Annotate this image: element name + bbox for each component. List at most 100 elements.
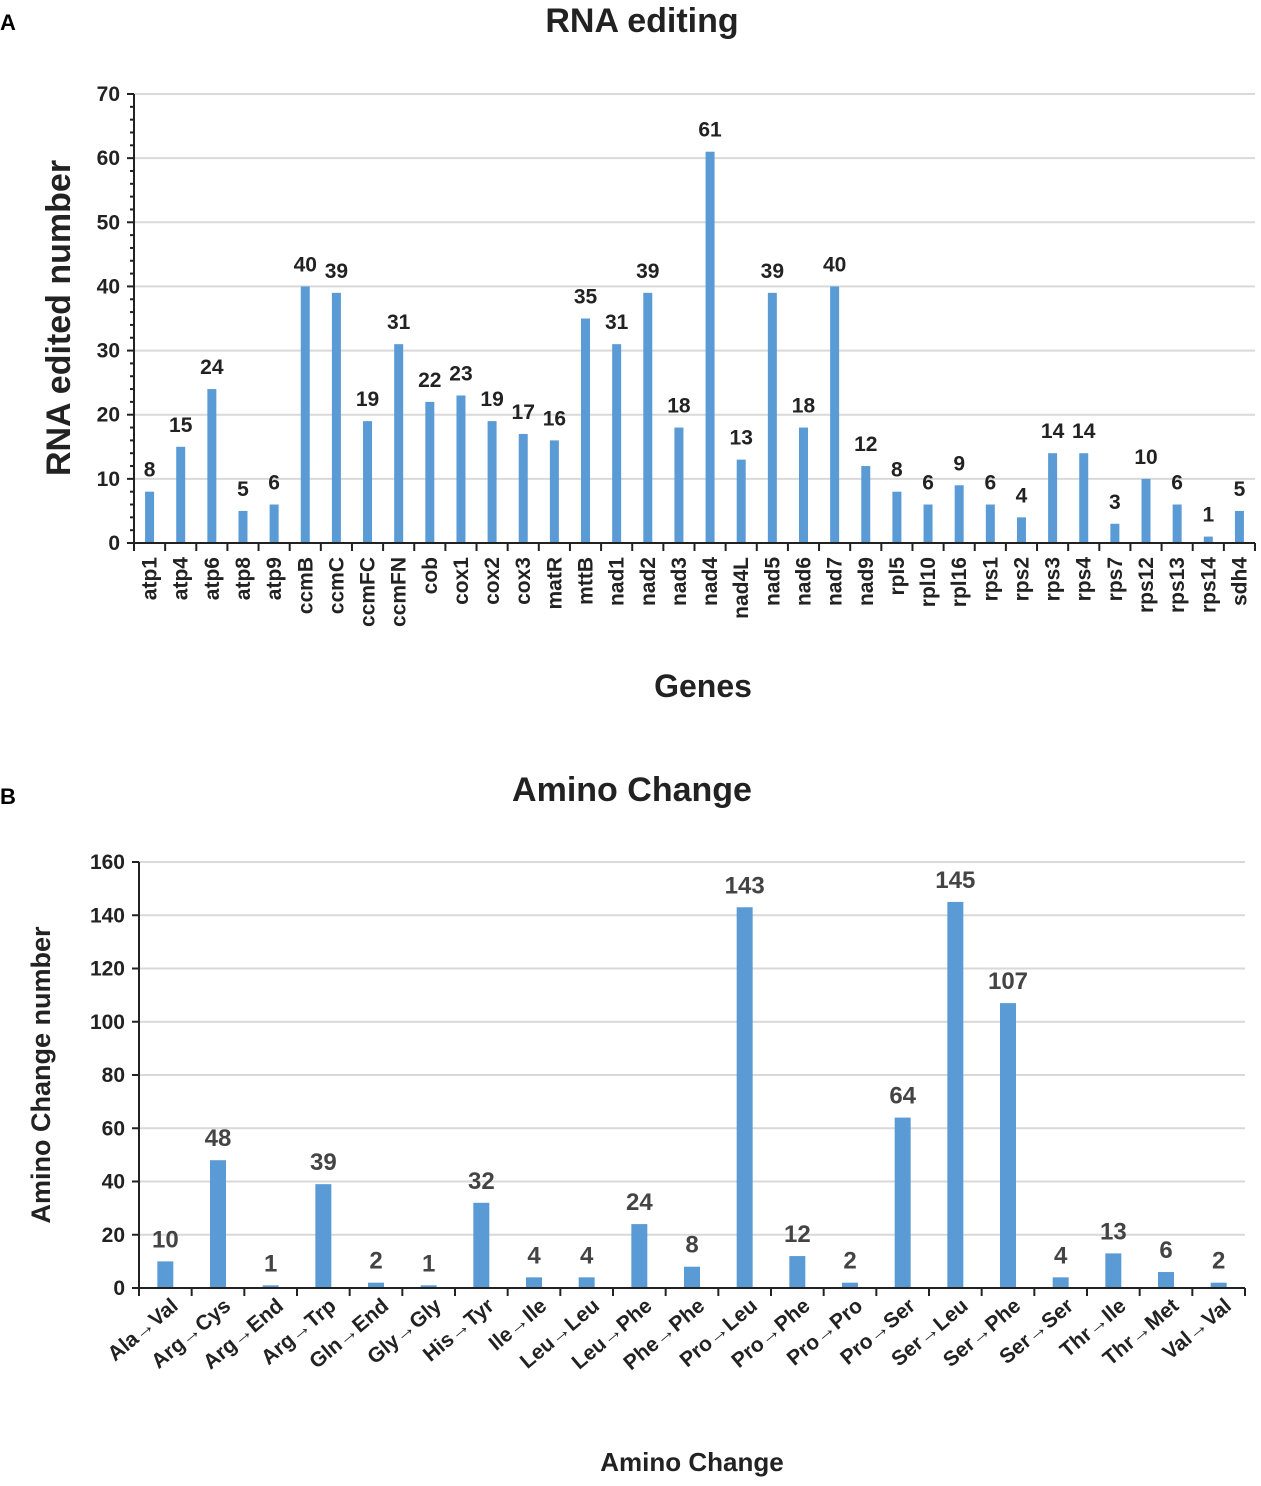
- x-tick-label: rps14: [1197, 557, 1220, 613]
- value-label: 18: [792, 395, 816, 418]
- bar-atp1: [145, 491, 155, 543]
- value-label: 39: [325, 260, 348, 283]
- x-tick-label: ccmFC: [357, 557, 380, 627]
- x-tick-label: ccmC: [325, 557, 348, 614]
- value-label: 12: [784, 1221, 811, 1248]
- value-label: 14: [1072, 420, 1096, 443]
- bar-rpl5: [892, 491, 902, 543]
- bars-a: [145, 151, 1244, 543]
- bar-rps3: [1048, 453, 1058, 543]
- y-ticks-a: 0 10 20 30 40 50 60 70: [97, 83, 134, 555]
- value-label: 10: [1134, 446, 1157, 469]
- bar-Leu→Leu: [578, 1277, 595, 1288]
- x-tick-label: rpl16: [948, 557, 971, 607]
- x-tick-label: cox2: [481, 557, 504, 605]
- value-label: 23: [449, 362, 472, 385]
- value-label: 1: [264, 1250, 277, 1277]
- x-tick-label: nad7: [824, 557, 847, 606]
- bar-rps1: [985, 504, 995, 543]
- value-label: 35: [574, 286, 598, 309]
- bar-rpl10: [923, 504, 933, 543]
- value-label: 6: [922, 472, 934, 495]
- y-axis-title-b: Amino Change number: [26, 926, 56, 1224]
- value-label: 10: [152, 1226, 179, 1253]
- bar-nad1: [612, 344, 622, 543]
- value-label: 4: [1054, 1242, 1068, 1269]
- value-label: 31: [387, 311, 411, 334]
- x-tick-label: cob: [419, 557, 442, 594]
- value-label: 1: [1202, 504, 1214, 527]
- bar-Val→Val: [1210, 1282, 1227, 1288]
- x-tick-label: nad9: [855, 557, 878, 606]
- x-tick-label: ccmB: [294, 557, 317, 614]
- value-label: 32: [468, 1168, 495, 1195]
- x-tick-label: atp6: [201, 557, 224, 600]
- bar-Thr→Met: [1158, 1272, 1174, 1288]
- y-tick-label: 80: [102, 1064, 125, 1087]
- y-tick-label: 100: [90, 1011, 125, 1034]
- bar-His→Tyr: [473, 1202, 490, 1288]
- value-label: 31: [605, 311, 629, 334]
- value-label: 4: [580, 1242, 594, 1269]
- bar-nad9: [861, 466, 871, 543]
- value-label: 8: [891, 459, 903, 482]
- bar-rpl16: [954, 485, 964, 543]
- value-label: 12: [854, 433, 877, 456]
- x-tick-label: rpl5: [886, 557, 909, 596]
- y-tick-label: 20: [102, 1224, 125, 1247]
- value-label: 39: [636, 260, 659, 283]
- value-label: 14: [1041, 420, 1065, 443]
- value-label: 6: [984, 472, 996, 495]
- y-tick-label: 20: [97, 404, 120, 427]
- x-tick-label: sdh4: [1228, 557, 1251, 606]
- value-label: 2: [1212, 1248, 1225, 1275]
- value-label: 19: [356, 388, 379, 411]
- value-label: 1: [422, 1250, 435, 1277]
- value-label: 13: [730, 427, 753, 450]
- x-tick-label: cox1: [450, 557, 473, 605]
- value-label: 145: [935, 867, 975, 894]
- bar-nad4: [705, 151, 715, 543]
- value-label: 40: [823, 253, 846, 276]
- bar-Thr→Ile: [1105, 1253, 1122, 1288]
- x-tick-label: mttB: [575, 557, 598, 605]
- bar-Pro→Pro: [842, 1282, 858, 1288]
- x-tick-label: atp8: [232, 557, 255, 601]
- bar-rps4: [1079, 453, 1089, 543]
- bar-nad3: [674, 427, 684, 543]
- chart-title-a: RNA editing: [545, 2, 738, 40]
- y-tick-label: 140: [90, 904, 125, 927]
- x-axis-title-b: Amino Change: [600, 1447, 783, 1477]
- axes-a: [133, 94, 1256, 551]
- x-ticks-b: Ala→ValArg→CysArg→EndArg→TrpGln→EndGly→G…: [103, 1294, 1236, 1375]
- bar-Arg→Trp: [315, 1184, 332, 1288]
- value-label: 4: [1016, 484, 1028, 507]
- y-tick-label: 0: [113, 1277, 125, 1300]
- x-tick-label: nad2: [637, 557, 660, 606]
- bar-Gln→End: [368, 1282, 384, 1288]
- y-tick-label: 30: [97, 340, 120, 363]
- bar-Phe→Phe: [684, 1266, 700, 1288]
- y-tick-label: 60: [97, 147, 120, 170]
- bar-atp4: [176, 446, 186, 543]
- x-ticks-a: atp1 atp4 atp6 atp8 atp9 ccmB ccmC ccmFC ccmFN co…: [139, 557, 1252, 627]
- bar-ccmFC: [363, 421, 373, 543]
- y-tick-label: 120: [90, 958, 125, 981]
- value-label: 107: [988, 968, 1028, 995]
- x-tick-label: atp4: [170, 557, 193, 601]
- x-tick-label: atp1: [139, 557, 162, 601]
- x-tick-label: nad4L: [730, 557, 753, 619]
- bar-nad4L: [736, 459, 746, 543]
- value-label: 6: [1171, 472, 1183, 495]
- chart-panel-b: B Amino Change Amino Change number Amino…: [0, 771, 1246, 1477]
- bar-Ser→Leu: [947, 901, 964, 1288]
- x-tick-label: rpl10: [917, 557, 940, 607]
- bar-rps14: [1203, 536, 1213, 543]
- value-label: 6: [268, 472, 280, 495]
- x-tick-label: rps3: [1042, 557, 1065, 601]
- value-label: 22: [418, 369, 441, 392]
- bar-Pro→Ser: [894, 1117, 911, 1288]
- value-label: 5: [1234, 478, 1246, 501]
